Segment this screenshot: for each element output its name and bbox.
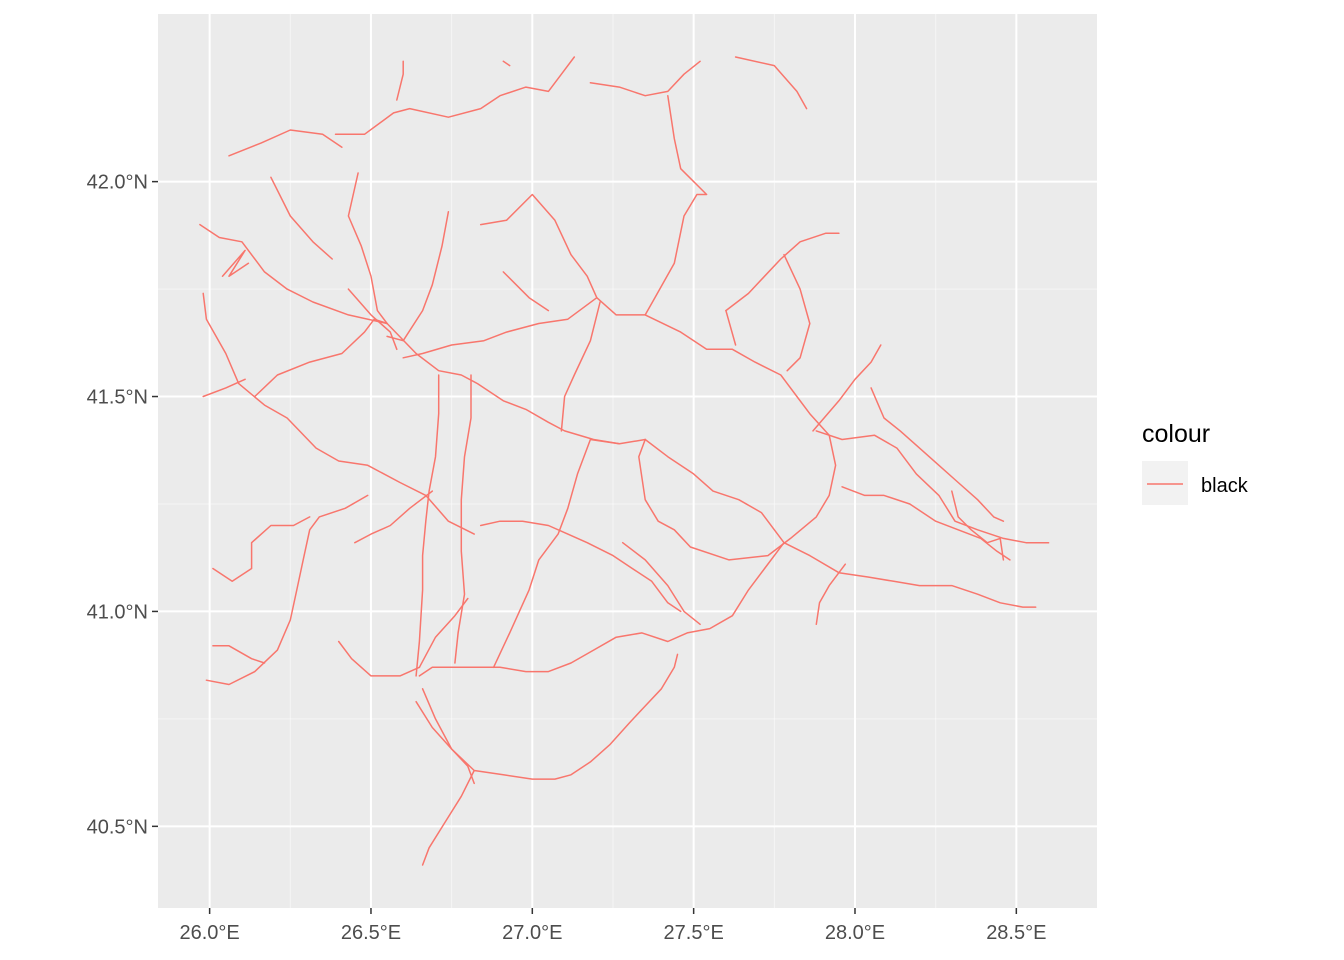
road-segment xyxy=(492,438,621,669)
y-tick-label: 41.0°N xyxy=(87,601,148,623)
road-segment xyxy=(199,223,388,325)
road-network xyxy=(199,56,1050,866)
x-tick-label: 27.5°E xyxy=(664,922,724,944)
road-segment xyxy=(815,563,847,626)
road-segment xyxy=(418,541,785,677)
road-segment xyxy=(621,541,701,626)
road-segment xyxy=(841,486,1011,561)
road-segment xyxy=(202,378,246,398)
x-tick-label: 27.0°E xyxy=(502,922,562,944)
road-segment xyxy=(479,193,598,299)
road-segment xyxy=(725,309,737,346)
road-segment xyxy=(734,56,808,110)
road-segment xyxy=(725,232,840,312)
road-segment xyxy=(337,640,421,677)
legend-label: black xyxy=(1201,475,1249,497)
road-segment xyxy=(812,344,882,432)
road-segment xyxy=(783,253,811,372)
road-segment xyxy=(270,176,333,260)
road-segment xyxy=(347,288,398,351)
road-segment xyxy=(421,769,475,866)
x-tick-label: 26.0°E xyxy=(179,922,239,944)
road-segment xyxy=(228,129,343,157)
road-segment xyxy=(386,210,450,342)
legend-title: colour xyxy=(1142,420,1210,448)
y-tick-label: 41.5°N xyxy=(87,387,148,409)
road-segment xyxy=(870,387,1005,522)
legend-key-background xyxy=(1142,461,1188,505)
road-segment xyxy=(951,490,1005,561)
road-segment xyxy=(402,296,837,561)
road-segment xyxy=(347,172,388,325)
grid-minor xyxy=(158,14,1097,908)
grid-major xyxy=(158,14,1097,908)
legend: colour black xyxy=(1142,420,1249,505)
road-segment xyxy=(479,520,682,613)
plot-panel xyxy=(158,14,1097,908)
road-segment xyxy=(418,597,469,669)
road-segment xyxy=(421,688,475,785)
road-segment xyxy=(815,430,1050,544)
road-segment xyxy=(396,60,404,101)
x-tick-label: 28.0°E xyxy=(825,922,885,944)
y-tick-label: 42.0°N xyxy=(87,172,148,194)
road-segment xyxy=(415,374,440,677)
road-segment xyxy=(589,60,701,97)
road-segment xyxy=(212,645,266,664)
road-segment xyxy=(560,301,601,432)
road-segment xyxy=(502,60,511,67)
road-segment xyxy=(502,271,550,312)
road-segment xyxy=(221,249,250,277)
y-axis: 40.5°N 41.0°N 41.5°N 42.0°N xyxy=(87,172,158,838)
road-segment xyxy=(212,516,311,583)
road-segment xyxy=(644,94,708,316)
road-segment xyxy=(205,494,369,686)
x-tick-label: 26.5°E xyxy=(341,922,401,944)
y-tick-label: 40.5°N xyxy=(87,816,148,838)
x-axis: 26.0°E 26.5°E 27.0°E 27.5°E 28.0°E 28.5°E xyxy=(179,908,1046,944)
road-segment xyxy=(334,56,576,136)
x-tick-label: 28.5°E xyxy=(986,922,1046,944)
road-segment xyxy=(454,374,472,664)
road-segment xyxy=(354,490,434,544)
road-segment xyxy=(254,318,388,398)
